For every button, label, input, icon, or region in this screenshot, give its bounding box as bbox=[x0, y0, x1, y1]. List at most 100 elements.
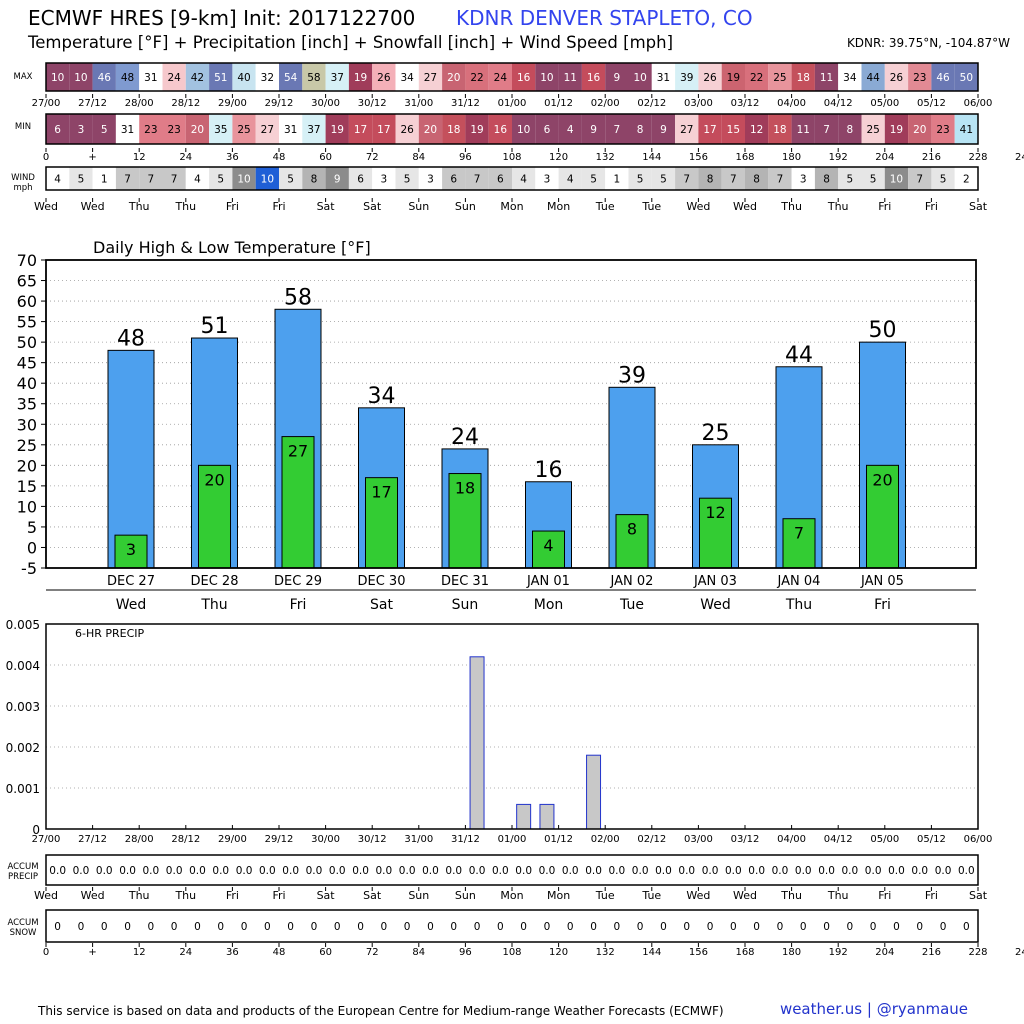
wind-speed-value: 10 bbox=[890, 174, 903, 186]
min-temp-cell bbox=[745, 114, 769, 144]
max-temp-value: 23 bbox=[913, 72, 926, 84]
precip-ytick-label: 0.005 bbox=[6, 618, 40, 632]
accum-snow-hour-label: 216 bbox=[922, 947, 941, 958]
max-temp-value: 10 bbox=[74, 72, 87, 84]
max-temp-value: 34 bbox=[843, 72, 857, 84]
station-coords: KDNR: 39.75°N, -104.87°W bbox=[846, 36, 1010, 50]
wind-speed-value: 3 bbox=[381, 174, 388, 186]
temp-day-label: Sat bbox=[370, 597, 393, 613]
min-hour-label: 36 bbox=[226, 152, 239, 163]
temp-high-label: 34 bbox=[368, 384, 396, 409]
accum-precip-value: 0.0 bbox=[608, 865, 625, 877]
temp-xtick-label: DEC 29 bbox=[274, 574, 322, 589]
wind-speed-value: 1 bbox=[614, 174, 621, 186]
max-date-label: 02/12 bbox=[637, 98, 666, 109]
max-date-label: 29/00 bbox=[218, 98, 247, 109]
precip-xtick-label: 31/00 bbox=[404, 834, 433, 845]
max-temp-value: 18 bbox=[797, 72, 810, 84]
min-temp-value: 31 bbox=[121, 124, 134, 136]
accum-snow-value: 0 bbox=[893, 921, 900, 933]
max-temp-value: 42 bbox=[191, 72, 204, 84]
max-temp-cell bbox=[442, 63, 466, 91]
min-temp-value: 41 bbox=[960, 124, 973, 136]
temp-ytick-label: 40 bbox=[17, 374, 37, 393]
precip-xtick-label: 04/12 bbox=[824, 834, 853, 845]
precip-xtick-label: 04/00 bbox=[777, 834, 806, 845]
wind-speed-value: 7 bbox=[148, 174, 155, 186]
min-temp-cell bbox=[931, 114, 955, 144]
min-temp-cell bbox=[791, 114, 815, 144]
wind-speed-value: 1 bbox=[101, 174, 108, 186]
wind-speed-value: 5 bbox=[590, 174, 597, 186]
min-hour-label: 84 bbox=[412, 152, 425, 163]
max-temp-value: 10 bbox=[540, 72, 553, 84]
min-temp-cell bbox=[861, 114, 885, 144]
precip-ytick-label: 0.002 bbox=[6, 741, 40, 755]
max-date-label: 02/00 bbox=[591, 98, 620, 109]
min-temp-value: 26 bbox=[400, 124, 414, 136]
wind-speed-cell bbox=[628, 167, 652, 190]
temp-low-label: 8 bbox=[627, 520, 637, 539]
wind-speed-cell bbox=[255, 167, 279, 190]
min-temp-value: 8 bbox=[847, 124, 854, 136]
min-temp-cell bbox=[768, 114, 792, 144]
min-hour-label: 120 bbox=[549, 152, 568, 163]
max-date-label: 05/00 bbox=[870, 98, 899, 109]
accum-precip-day-label: Thu bbox=[780, 889, 802, 902]
max-date-label: 30/12 bbox=[358, 98, 387, 109]
max-temp-cell bbox=[908, 63, 932, 91]
min-hour-label: 72 bbox=[366, 152, 379, 163]
temp-day-label: Wed bbox=[116, 597, 147, 613]
accum-precip-day-label: Sun bbox=[455, 889, 476, 902]
temp-ytick-label: 30 bbox=[17, 415, 37, 434]
accum-snow-value: 0 bbox=[567, 921, 574, 933]
wind-speed-value: 7 bbox=[171, 174, 178, 186]
precip-plot-frame bbox=[45, 623, 979, 830]
min-temp-value: 7 bbox=[614, 124, 621, 136]
max-temp-cell bbox=[721, 63, 745, 91]
wind-speed-value: 3 bbox=[800, 174, 807, 186]
accum-precip-frame bbox=[45, 854, 979, 886]
temp-day-label: Mon bbox=[534, 597, 564, 613]
min-hour-label: 48 bbox=[273, 152, 286, 163]
precip-xtick-label: 29/00 bbox=[218, 834, 247, 845]
min-temp-cell bbox=[348, 114, 373, 144]
wind-speed-frame bbox=[45, 166, 979, 191]
wind-speed-value: 5 bbox=[78, 174, 85, 186]
temp-high-label: 48 bbox=[117, 326, 145, 351]
accum-snow-hour-label: 240 bbox=[1015, 947, 1024, 958]
max-temp-cell bbox=[838, 63, 862, 91]
precip-chart-title: 6-HR PRECIP bbox=[75, 627, 145, 640]
accum-precip-value: 0.0 bbox=[96, 865, 113, 877]
accum-snow-hour-label: + bbox=[88, 947, 96, 958]
max-temp-value: 34 bbox=[400, 72, 414, 84]
wind-day-label: Mon bbox=[547, 200, 570, 213]
accum-snow-hour-label: 72 bbox=[366, 947, 379, 958]
wind-speed-cell bbox=[92, 167, 116, 190]
wind-speed-cell bbox=[768, 167, 792, 190]
wind-day-label: Wed bbox=[686, 200, 710, 213]
wind-speed-value: 7 bbox=[916, 174, 923, 186]
min-temp-cell bbox=[628, 114, 652, 144]
wind-speed-cell bbox=[814, 167, 839, 190]
min-temp-cell bbox=[115, 114, 140, 144]
max-temp-cell bbox=[814, 63, 839, 91]
precip-ytick-label: 0.004 bbox=[6, 659, 40, 673]
min-temp-cell bbox=[698, 114, 722, 144]
max-date-label: 03/00 bbox=[684, 98, 713, 109]
max-date-label: 27/00 bbox=[32, 98, 61, 109]
max-temp-value: 25 bbox=[773, 72, 786, 84]
temp-low-bar bbox=[782, 518, 816, 569]
max-temp-cell bbox=[255, 63, 279, 91]
max-temp-value: 40 bbox=[237, 72, 250, 84]
temp-low-bar bbox=[448, 473, 482, 569]
min-temp-cell bbox=[185, 114, 210, 144]
max-temp-cell bbox=[465, 63, 489, 91]
wind-speed-cell bbox=[605, 167, 629, 190]
temp-ytick-label: 15 bbox=[17, 477, 37, 496]
max-temp-value: 48 bbox=[121, 72, 134, 84]
max-date-label: 01/00 bbox=[498, 98, 527, 109]
min-temp-value: 25 bbox=[237, 124, 250, 136]
footer-brand[interactable]: weather.us | @ryanmaue bbox=[779, 1000, 968, 1018]
max-temp-value: 44 bbox=[866, 72, 880, 84]
